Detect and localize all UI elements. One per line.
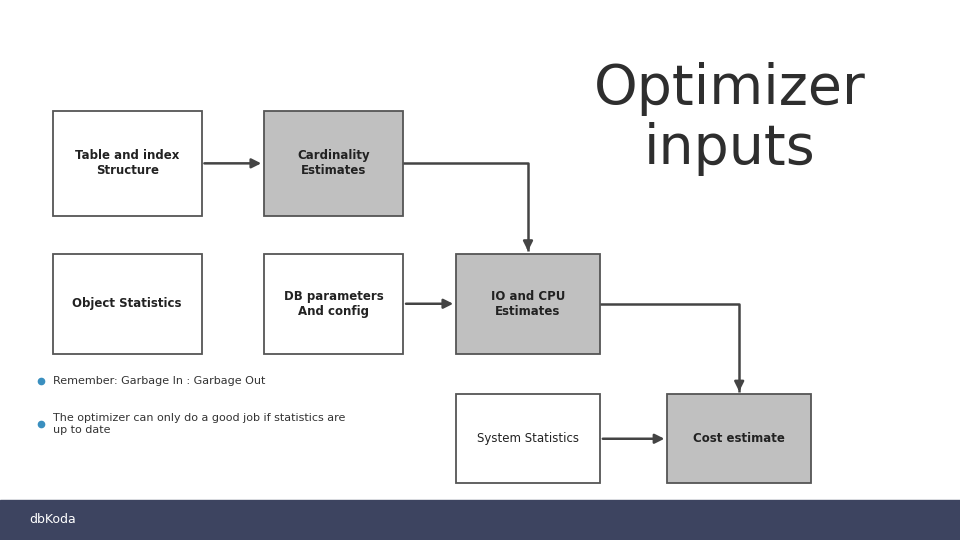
Text: Table and index
Structure: Table and index Structure <box>75 150 180 177</box>
Text: Remember: Garbage In : Garbage Out: Remember: Garbage In : Garbage Out <box>53 376 265 386</box>
Text: System Statistics: System Statistics <box>477 432 579 445</box>
Text: dbKoda: dbKoda <box>29 513 76 526</box>
FancyBboxPatch shape <box>456 394 600 483</box>
FancyBboxPatch shape <box>264 111 403 216</box>
Text: Optimizer
inputs: Optimizer inputs <box>593 62 866 176</box>
FancyBboxPatch shape <box>53 254 202 354</box>
Text: Cost estimate: Cost estimate <box>693 432 785 445</box>
Text: Cardinality
Estimates: Cardinality Estimates <box>298 150 370 177</box>
Bar <box>0 500 960 540</box>
Text: Object Statistics: Object Statistics <box>72 297 182 310</box>
Text: The optimizer can only do a good job if statistics are
up to date: The optimizer can only do a good job if … <box>53 413 346 435</box>
FancyBboxPatch shape <box>667 394 811 483</box>
FancyBboxPatch shape <box>456 254 600 354</box>
FancyBboxPatch shape <box>264 254 403 354</box>
FancyBboxPatch shape <box>53 111 202 216</box>
Text: IO and CPU
Estimates: IO and CPU Estimates <box>491 290 565 318</box>
Text: DB parameters
And config: DB parameters And config <box>284 290 383 318</box>
